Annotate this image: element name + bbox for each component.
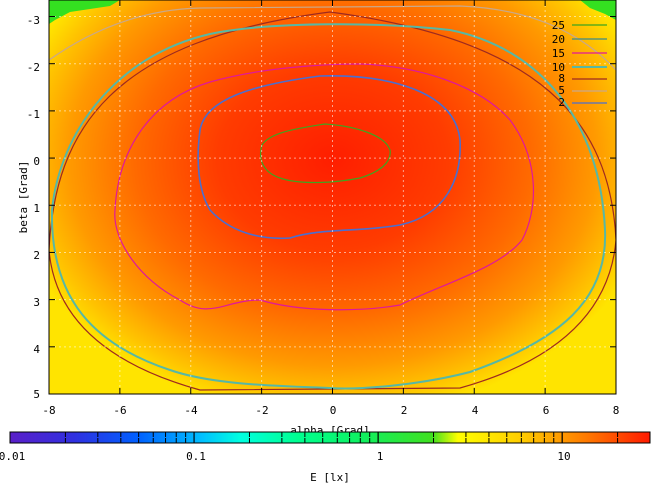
y-axis-label: beta [Grad] — [17, 161, 30, 234]
green-corner-right — [580, 0, 616, 20]
colorbar-ticks — [9, 432, 651, 443]
colorbar-tick-label: 10 — [557, 450, 570, 463]
y-tick-label: 4 — [33, 343, 40, 356]
legend-label-15: 15 — [552, 47, 565, 60]
legend-label-5: 5 — [558, 84, 565, 97]
legend-label-20: 20 — [552, 33, 565, 46]
y-tick-label: 0 — [33, 155, 40, 168]
axis-ticks — [48, 0, 617, 395]
x-tick-labels: -8 -6 -4 -2 0 2 4 6 8 — [42, 404, 619, 417]
y-tick-labels: -3 -2 -1 0 1 2 3 4 5 — [27, 14, 41, 401]
legend-label-25: 25 — [552, 19, 565, 32]
x-tick-label: 8 — [613, 404, 620, 417]
legend-label-8: 8 — [558, 72, 565, 85]
y-tick-label: -3 — [27, 14, 40, 27]
y-tick-label: 2 — [33, 249, 40, 262]
y-tick-label: 5 — [33, 388, 40, 401]
green-corner-left — [49, 0, 120, 24]
colorbar-tick-label: 1 — [377, 450, 384, 463]
x-tick-label: -6 — [113, 404, 126, 417]
contour-15 — [114, 63, 535, 311]
contour-10 — [50, 23, 607, 390]
colorbar-tick-label: 0.1 — [186, 450, 206, 463]
contour-8 — [49, 11, 616, 391]
x-tick-label: -2 — [255, 404, 268, 417]
colorbar-tick-label: 0.01 — [0, 450, 25, 463]
x-tick-label: 4 — [472, 404, 479, 417]
contour-20 — [197, 75, 461, 240]
y-tick-label: 1 — [33, 202, 40, 215]
y-tick-label: -2 — [27, 61, 40, 74]
x-tick-label: -4 — [184, 404, 198, 417]
contour-legend: 25 20 15 10 8 5 2 — [552, 19, 607, 109]
x-tick-label: -8 — [42, 404, 55, 417]
legend-label-2: 2 — [558, 96, 565, 109]
legend-label-10: 10 — [552, 61, 565, 74]
x-tick-label: 0 — [330, 404, 337, 417]
x-tick-label: 6 — [543, 404, 550, 417]
x-tick-label: 2 — [401, 404, 408, 417]
y-tick-label: -1 — [27, 108, 40, 121]
contour-25 — [259, 123, 391, 184]
colorbar-label: E [lx] — [310, 471, 350, 483]
contour-5 — [49, 5, 616, 71]
y-tick-label: 3 — [33, 296, 40, 309]
contour-lines — [49, 5, 616, 391]
colorbar-tick-labels: 0.01 0.1 1 10 — [0, 450, 571, 463]
corner-patches — [49, 0, 616, 24]
